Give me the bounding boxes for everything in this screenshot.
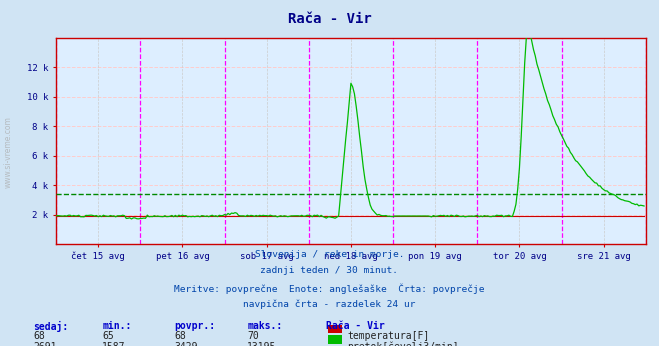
Text: Slovenija / reke in morje.: Slovenija / reke in morje. bbox=[255, 250, 404, 259]
Text: 65: 65 bbox=[102, 331, 114, 342]
Text: Rača - Vir: Rača - Vir bbox=[287, 12, 372, 26]
Text: Rača - Vir: Rača - Vir bbox=[326, 321, 385, 331]
Text: navpična črta - razdelek 24 ur: navpična črta - razdelek 24 ur bbox=[243, 300, 416, 309]
Text: 70: 70 bbox=[247, 331, 259, 342]
Text: maks.:: maks.: bbox=[247, 321, 282, 331]
Text: 68: 68 bbox=[175, 331, 186, 342]
Text: min.:: min.: bbox=[102, 321, 132, 331]
Text: Meritve: povprečne  Enote: anglešaške  Črta: povprečje: Meritve: povprečne Enote: anglešaške Črt… bbox=[174, 283, 485, 293]
Text: 3429: 3429 bbox=[175, 342, 198, 346]
Text: temperatura[F]: temperatura[F] bbox=[347, 331, 430, 342]
Text: www.si-vreme.com: www.si-vreme.com bbox=[3, 116, 13, 188]
Text: 1587: 1587 bbox=[102, 342, 126, 346]
Text: sedaj:: sedaj: bbox=[33, 321, 68, 332]
Text: 13195: 13195 bbox=[247, 342, 277, 346]
Text: 2691: 2691 bbox=[33, 342, 57, 346]
Text: zadnji teden / 30 minut.: zadnji teden / 30 minut. bbox=[260, 266, 399, 275]
Text: 68: 68 bbox=[33, 331, 45, 342]
Text: pretok[čevelj3/min]: pretok[čevelj3/min] bbox=[347, 342, 459, 346]
Text: povpr.:: povpr.: bbox=[175, 321, 215, 331]
